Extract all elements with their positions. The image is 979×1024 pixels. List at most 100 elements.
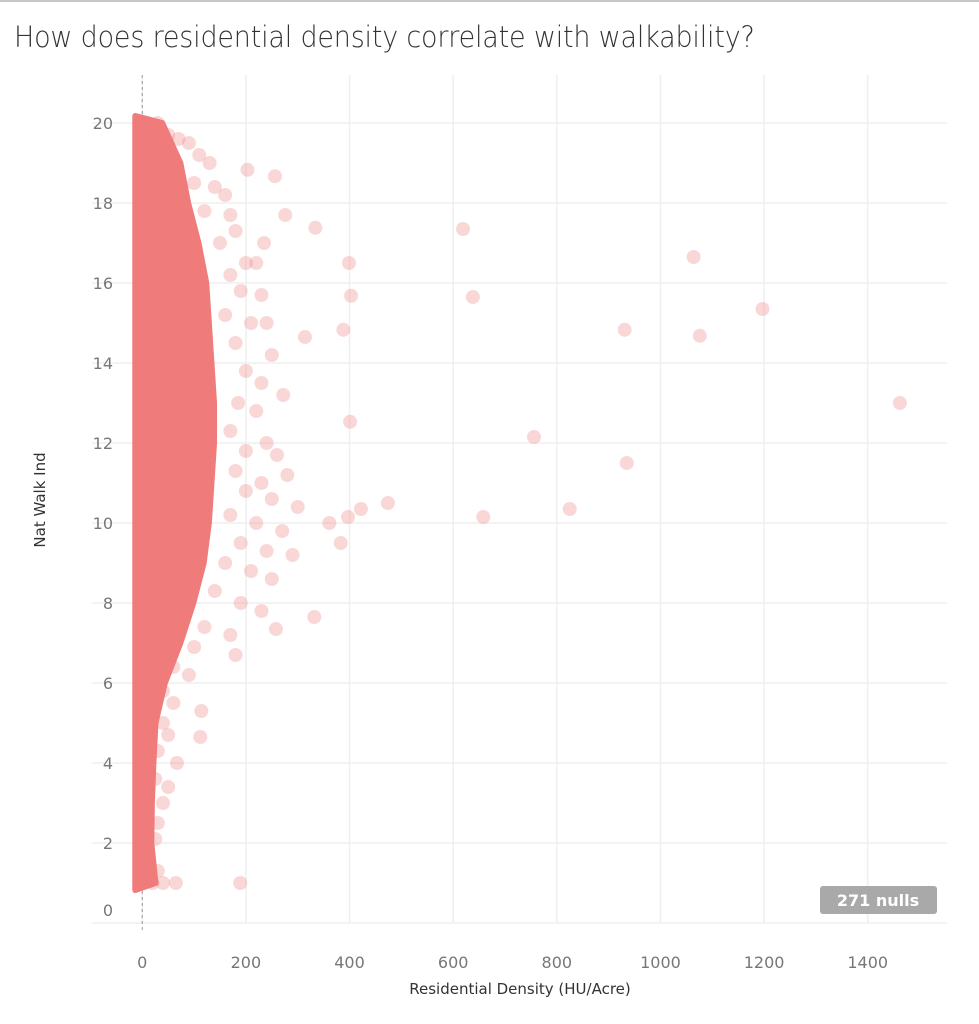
data-point (168, 876, 183, 890)
data-point (476, 510, 491, 524)
data-point (166, 660, 181, 674)
data-point (150, 744, 165, 758)
data-point (228, 464, 243, 478)
y-tick-label: 20 (93, 114, 113, 133)
data-point (150, 816, 165, 830)
data-point (276, 388, 291, 402)
data-point (755, 302, 770, 316)
top-border (0, 0, 979, 2)
data-point (264, 492, 279, 506)
data-point (238, 364, 253, 378)
data-point (238, 444, 253, 458)
data-point (344, 288, 359, 303)
nulls-indicator[interactable]: 271 nulls (820, 886, 937, 914)
data-point (527, 430, 542, 444)
data-point (268, 622, 283, 636)
data-point (264, 348, 279, 362)
dense-point-region (132, 113, 218, 893)
y-tick-label: 4 (103, 754, 113, 773)
data-point (238, 256, 253, 270)
data-point (181, 668, 196, 682)
data-point (187, 640, 202, 654)
y-tick-label: 12 (93, 434, 113, 453)
data-point (155, 716, 170, 730)
data-point (249, 256, 264, 270)
data-point (340, 510, 355, 524)
data-point (290, 500, 305, 514)
data-point (249, 516, 264, 530)
data-point (254, 288, 269, 302)
data-point (259, 544, 274, 558)
data-point (619, 456, 634, 470)
gridlines (92, 75, 947, 933)
data-point (285, 548, 300, 562)
data-point (148, 832, 163, 846)
data-point (218, 188, 233, 202)
data-point (233, 876, 248, 890)
data-point (155, 684, 170, 698)
data-point (269, 448, 284, 462)
x-tick-label: 400 (334, 953, 365, 972)
data-point (892, 396, 907, 410)
data-point (264, 572, 279, 586)
data-point (380, 496, 395, 510)
data-point (161, 780, 176, 794)
x-axis-label: Residential Density (HU/Acre) (409, 980, 631, 998)
data-point (202, 156, 217, 170)
data-point (192, 148, 207, 162)
data-point (150, 864, 165, 878)
data-point (207, 180, 222, 194)
nulls-badge[interactable] (820, 886, 937, 914)
data-point (333, 536, 348, 550)
data-point (223, 508, 238, 522)
data-point (150, 116, 165, 130)
tick-labels: 0 200 400 600 800 1000 1200 1400 0 2 4 6 8 10 12 14 16 18… (93, 114, 888, 972)
data-point (155, 796, 170, 810)
data-point (244, 316, 259, 330)
data-point (212, 236, 227, 250)
data-point (161, 728, 176, 742)
data-point (686, 250, 701, 264)
data-point (275, 524, 290, 538)
data-point (193, 730, 208, 744)
data-point (218, 556, 233, 570)
data-point (562, 502, 577, 516)
data-point (171, 132, 186, 146)
data-point (161, 128, 176, 142)
x-tick-label: 600 (438, 953, 469, 972)
data-point (244, 564, 259, 578)
data-point (148, 772, 163, 786)
data-point (465, 290, 480, 304)
data-point (249, 404, 264, 418)
y-tick-label: 0 (103, 901, 113, 920)
data-point (267, 169, 282, 184)
x-tick-label: 1000 (640, 953, 681, 972)
data-point (228, 224, 243, 238)
y-tick-label: 10 (93, 514, 113, 533)
data-point (343, 414, 358, 429)
data-point (617, 322, 632, 337)
data-point (233, 536, 248, 550)
x-tick-label: 800 (542, 953, 573, 972)
data-point (342, 256, 357, 270)
data-point (280, 468, 295, 482)
x-tick-label: 1400 (847, 953, 888, 972)
data-point (223, 208, 238, 222)
nulls-label[interactable]: 271 nulls (837, 891, 919, 910)
data-point (257, 236, 272, 250)
data-point (197, 620, 212, 634)
data-point (278, 208, 293, 222)
data-point (223, 424, 238, 438)
data-point (322, 516, 337, 530)
data-point (223, 268, 238, 282)
data-point (194, 704, 209, 718)
y-tick-label: 16 (93, 274, 113, 293)
data-point (233, 596, 248, 610)
data-point (181, 136, 196, 150)
data-point (231, 396, 246, 410)
data-point (307, 610, 322, 624)
data-point (259, 316, 274, 330)
data-point (197, 204, 212, 218)
data-point (456, 222, 471, 236)
